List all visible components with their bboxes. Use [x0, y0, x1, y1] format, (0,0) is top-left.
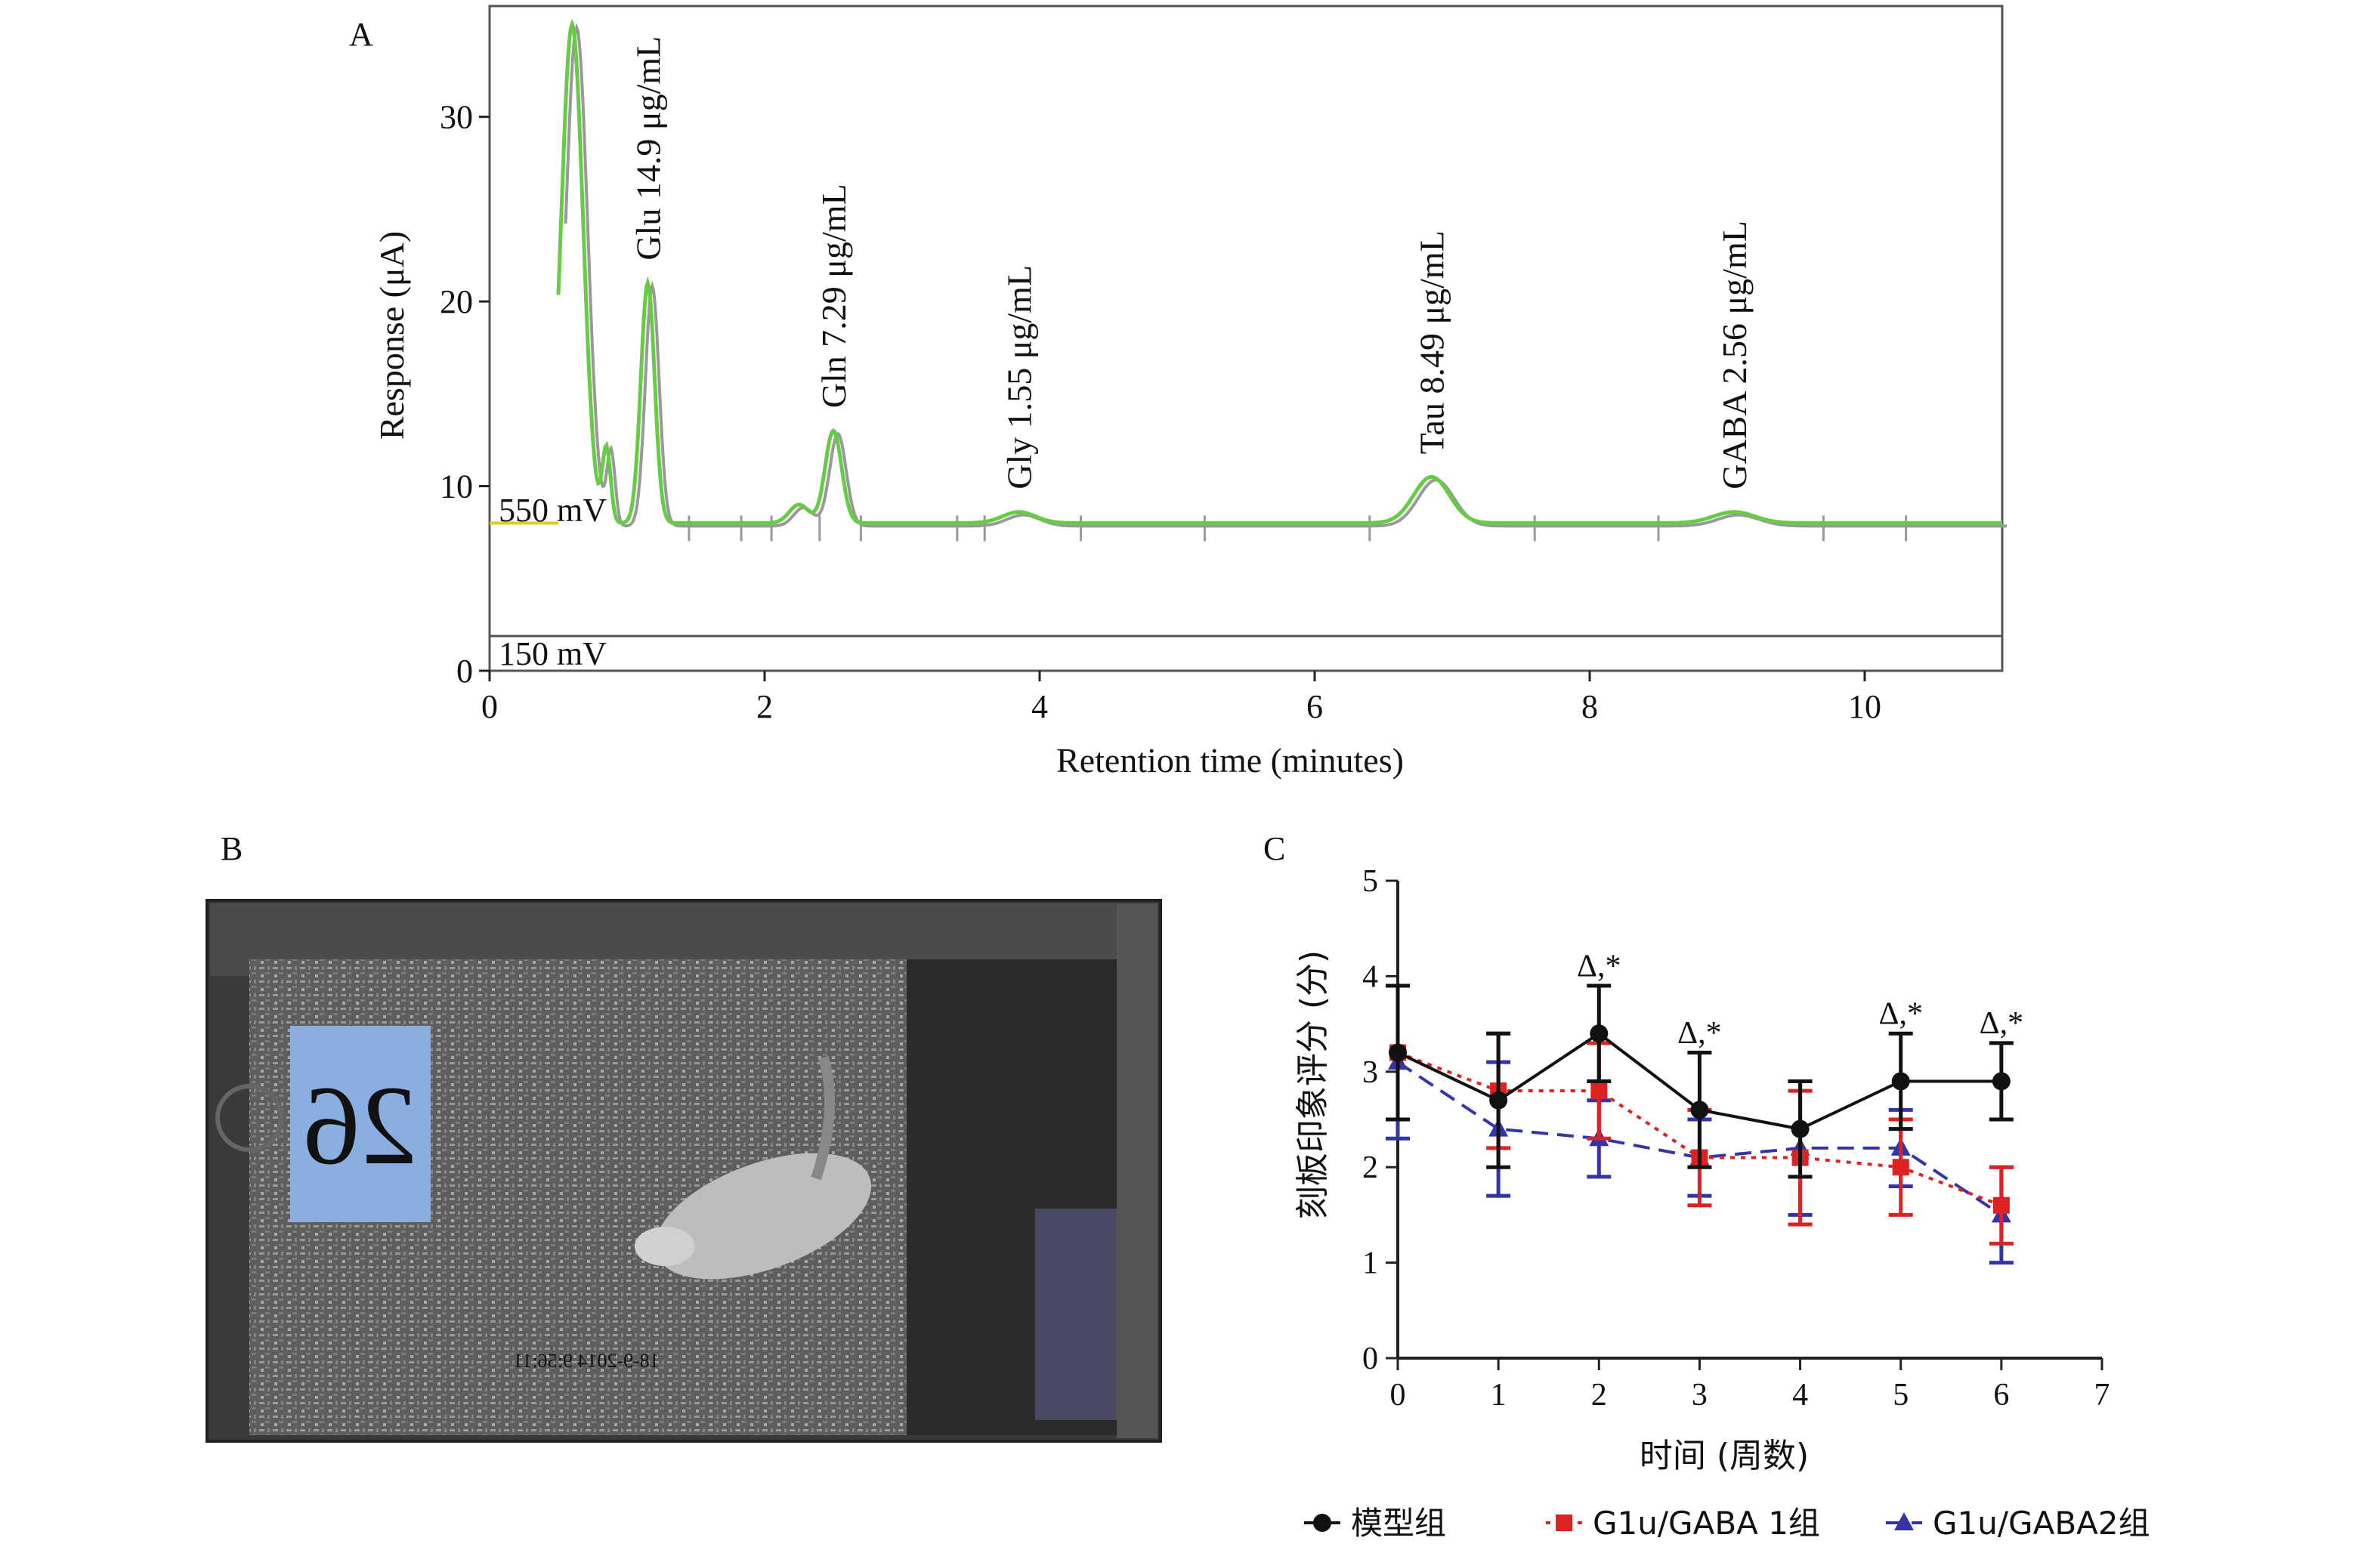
data-point	[1489, 1091, 1508, 1110]
peak-label: Gln 7.29 μg/mL	[814, 184, 853, 408]
score-legend: 模型组 G1u/GABA 1组 G1u/GABA2组	[1304, 1505, 2150, 1542]
mouse	[655, 1153, 871, 1280]
chromatogram-x-tick-label: 6	[1306, 688, 1323, 725]
data-point	[1791, 1119, 1810, 1138]
score-x-axis-label: 时间 (周数)	[1640, 1437, 1809, 1475]
panel-a-label: A	[349, 16, 373, 53]
chromatogram-frame	[488, 5, 2004, 672]
chromatogram-y-tick-label: 0	[456, 653, 473, 690]
score-y-tick-label: 4	[1362, 959, 1378, 994]
legend-marker	[1894, 1512, 1914, 1530]
score-y-tick-label: 3	[1362, 1055, 1378, 1090]
data-point	[1389, 1043, 1407, 1062]
voltage-label-150: 150 mV	[499, 635, 607, 672]
legend-label: G1u/GABA 1组	[1593, 1505, 1820, 1542]
score-y-tick-label: 1	[1362, 1246, 1378, 1281]
series-0	[1386, 983, 2014, 1179]
panel-c-label: C	[1263, 830, 1285, 867]
score-x-tick-label: 4	[1792, 1378, 1808, 1413]
legend-label: 模型组	[1351, 1505, 1446, 1542]
peak-label: Tau 8.49 μg/mL	[1413, 230, 1451, 454]
significance-annotation: Δ,*	[1878, 997, 1923, 1032]
chromatogram-x-axis-label: Retention time (minutes)	[1056, 741, 1404, 780]
peak-label: Glu 14.9 μg/mL	[629, 36, 667, 261]
chromatogram-x-tick-label: 2	[756, 688, 773, 725]
significance-annotation: Δ,*	[1677, 1016, 1722, 1051]
significance-annotation: Δ,*	[1980, 1006, 2024, 1041]
legend-label: G1u/GABA2组	[1933, 1505, 2150, 1542]
peak-label: GABA 2.56 μg/mL	[1715, 221, 1754, 489]
chromatogram-y-tick-label: 10	[440, 468, 473, 505]
data-point	[1992, 1072, 2011, 1091]
score-y-axis-label: 刻板印象评分 (分)	[1294, 950, 1332, 1219]
score-x-tick-label: 6	[1993, 1378, 2009, 1413]
chromatogram-y-tick-label: 30	[440, 99, 473, 136]
score-y-tick-label: 5	[1362, 864, 1378, 899]
cage-number-card	[290, 1026, 431, 1222]
score-x-tick-label: 7	[2094, 1378, 2110, 1413]
score-x-tick-label: 5	[1893, 1378, 1909, 1413]
reference-trace	[564, 23, 2007, 528]
score-chart: 0 1 2 3 4 5 6 7 0 1 2 3 4 5 Δ,* Δ,* Δ,* Δ,* 时间 (周数) 刻板印象…	[1294, 864, 2150, 1542]
score-x-tick-label: 1	[1491, 1378, 1507, 1413]
chromatogram-chart: 0 2 4 6 8 10 0 10 20 30 550 mV 150 mV Glu 14.9 μg…	[372, 5, 2007, 780]
data-point	[1590, 1082, 1608, 1100]
cage-photo: 26 18-9-2014 9:56:11	[206, 899, 1162, 1443]
chromatogram-x-tick-label: 0	[481, 688, 498, 725]
score-x-tick-label: 0	[1390, 1378, 1406, 1413]
data-point	[1892, 1159, 1909, 1176]
chromatogram-x-tick-label: 4	[1031, 688, 1048, 725]
data-point	[1891, 1072, 1910, 1091]
score-x-tick-label: 3	[1692, 1378, 1708, 1413]
sample-trace	[556, 18, 2002, 525]
score-x-tick-label: 2	[1591, 1378, 1607, 1413]
score-y-tick-label: 2	[1362, 1150, 1378, 1185]
peak-label: Gly 1.55 μg/mL	[1000, 265, 1039, 489]
data-point	[1992, 1196, 2010, 1214]
chromatogram-x-tick-label: 8	[1581, 688, 1598, 725]
score-y-tick-label: 0	[1362, 1342, 1378, 1376]
data-point	[1690, 1101, 1709, 1119]
legend-marker	[1556, 1514, 1572, 1531]
data-point	[1590, 1024, 1609, 1043]
photo-timestamp: 18-9-2014 9:56:11	[513, 1350, 659, 1372]
cage-number: 26	[304, 1063, 417, 1188]
chromatogram-y-tick-label: 20	[440, 283, 473, 320]
legend-marker	[1313, 1514, 1331, 1532]
panel-b-label: B	[221, 830, 243, 867]
significance-annotation: Δ,*	[1577, 949, 1621, 983]
voltage-label-550: 550 mV	[499, 492, 607, 529]
chromatogram-x-tick-label: 10	[1848, 688, 1881, 725]
chromatogram-y-axis-label: Response (μA)	[372, 231, 411, 440]
